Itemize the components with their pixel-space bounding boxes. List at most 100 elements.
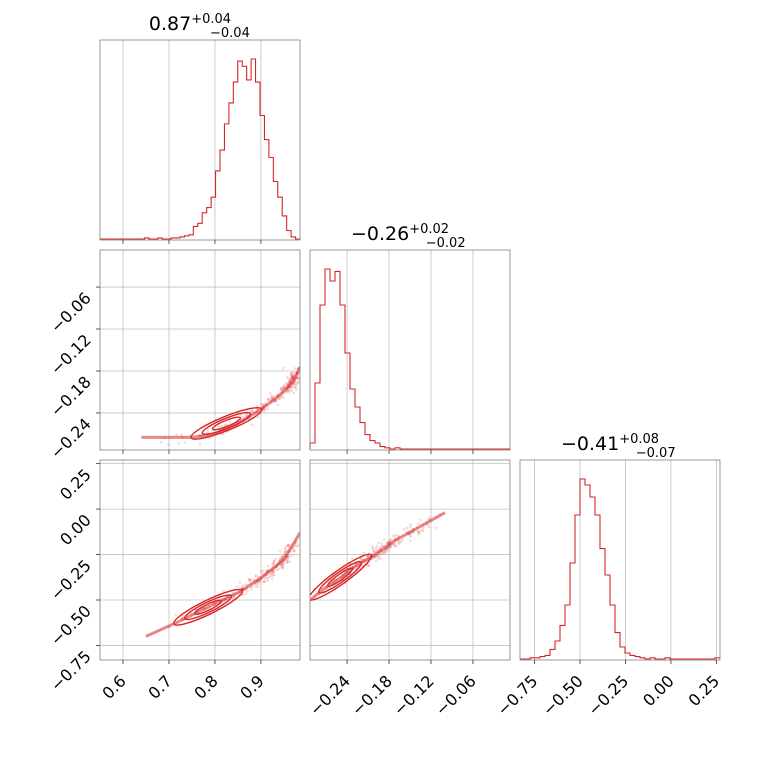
scatter-point [286, 544, 290, 548]
scatter-point [401, 538, 405, 541]
scatter-point [285, 561, 289, 565]
scatter-point [241, 584, 245, 588]
scatter-point [281, 367, 285, 370]
scatter-point [293, 549, 297, 553]
hist-panel-2: −0.26+0.02−0.02 [309, 222, 511, 451]
scatter-point [282, 385, 285, 389]
scatter-point [248, 580, 252, 583]
contour-level-1 [310, 553, 372, 601]
scatter-point [283, 550, 287, 554]
scatter-point [256, 415, 260, 419]
x-tick-label: 0.25 [685, 671, 724, 710]
scatter-point [263, 577, 267, 581]
scatter-point [274, 557, 277, 561]
scatter-point [296, 381, 300, 385]
scatter-point [402, 528, 406, 531]
scatter-point [283, 550, 287, 554]
scatter-point [376, 557, 380, 560]
title-value: 0.87 [149, 13, 191, 35]
scatter-point [198, 442, 202, 445]
scatter-point [272, 561, 276, 565]
scatter-point [422, 526, 425, 530]
scatter-point [264, 569, 268, 573]
scatter-point [371, 547, 375, 550]
contour-level-2 [201, 411, 252, 435]
scatter-point [270, 572, 274, 575]
scatter-point [398, 541, 401, 545]
scatter-point [293, 367, 297, 370]
x-tick-label: 0.00 [639, 671, 678, 710]
scatter-point [292, 391, 296, 395]
scatter-point [394, 533, 398, 537]
scatter-point [434, 526, 438, 529]
scatter-point [287, 391, 290, 394]
scatter-point [379, 544, 383, 548]
scatter-point [290, 375, 294, 378]
scatter-point [275, 568, 278, 572]
scatter-point [367, 564, 371, 568]
scatter-point [280, 556, 284, 560]
scatter-point [272, 573, 276, 577]
scatter-point [377, 555, 381, 558]
scatter-point [268, 392, 272, 395]
scatter-point [400, 540, 403, 543]
scatter-point [292, 385, 296, 389]
scatter-point [418, 531, 421, 535]
scatter-point [159, 440, 163, 444]
scatter-point [287, 377, 290, 381]
scatter-point [266, 577, 269, 580]
scatter-point [409, 533, 412, 537]
scatter-point [294, 386, 297, 389]
scatter-point [284, 390, 288, 394]
scatter-point [396, 534, 400, 538]
scatter-point [279, 388, 283, 392]
scatter-point [295, 383, 299, 386]
scatter-point [288, 377, 292, 381]
scatter-point [291, 373, 294, 377]
scatter-point [284, 546, 288, 550]
y-tick-label: −0.12 [47, 330, 95, 378]
scatter-point [261, 572, 264, 575]
trend-line [141, 366, 300, 439]
contour-level-2 [183, 594, 233, 621]
scatter-frame [309, 459, 511, 661]
scatter-point [296, 543, 300, 547]
scatter-point [271, 562, 274, 565]
scatter-point [264, 408, 267, 411]
hist-series-2 [309, 268, 510, 450]
scatter-point [224, 423, 227, 427]
scatter-point [280, 566, 284, 570]
scatter-point [283, 547, 287, 551]
scatter-point [261, 569, 265, 573]
scatter-point [286, 543, 290, 547]
scatter-point [375, 555, 379, 558]
y-tick-label: −0.24 [47, 414, 95, 462]
scatter-point [282, 396, 285, 399]
x-tick-label: 0.9 [236, 671, 267, 702]
scatter-point [301, 544, 304, 547]
scatter-point [294, 385, 297, 388]
scatter-point [409, 523, 412, 526]
scatter-point [283, 384, 286, 387]
title-err-plus: +0.02 [409, 222, 449, 237]
y-tick-label: −0.25 [47, 556, 95, 604]
y-tick-label: −0.18 [47, 372, 95, 420]
scatter-point [288, 560, 291, 564]
scatter-point [250, 409, 253, 413]
scatter-point [266, 407, 270, 410]
scatter-point [289, 555, 293, 558]
param-title-3: −0.41+0.08 [561, 432, 659, 455]
scatter-point [266, 564, 270, 568]
scatter-point [286, 389, 289, 392]
scatter-point [180, 433, 183, 436]
scatter-frame [99, 249, 301, 451]
scatter-point [270, 574, 273, 578]
scatter-point [386, 541, 390, 544]
scatter-point [283, 553, 286, 556]
title-err-plus: +0.08 [619, 432, 659, 447]
scatter-point [250, 585, 254, 589]
trend-line [145, 531, 300, 638]
x-tick-label: −0.24 [306, 671, 354, 719]
scatter-point [350, 557, 354, 560]
scatter-point [272, 570, 276, 574]
